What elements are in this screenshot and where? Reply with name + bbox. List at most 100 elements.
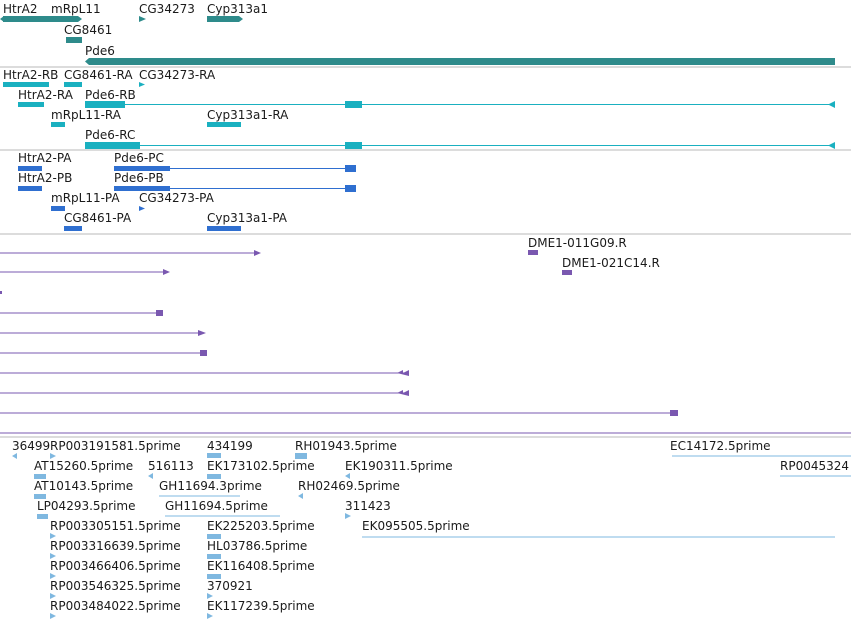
clone-end — [254, 250, 261, 256]
est-feature[interactable] — [50, 533, 56, 539]
clone-label-dme1-021c14: DME1-021C14.R — [562, 256, 660, 270]
est-feature[interactable] — [12, 453, 17, 459]
est-label: EK225203.5prime — [207, 519, 315, 533]
protein-label-htra2-pa: HtrA2-PA — [18, 151, 72, 165]
est-label: RP003305151.5prime — [50, 519, 181, 533]
rna-pde6-rc-end — [828, 142, 835, 149]
protein-track: HtrA2-PA Pde6-PC HtrA2-PB Pde6-PB mRpL11… — [18, 151, 356, 231]
est-feature[interactable] — [207, 613, 213, 619]
rna-label-cg8461-ra: CG8461-RA — [64, 68, 133, 82]
gene-cyp313a1-arrow — [239, 16, 243, 22]
protein-mrpl11-pa[interactable] — [51, 206, 65, 211]
protein-label-cyp313a1-pa: Cyp313a1-PA — [207, 211, 288, 225]
gene-label-cg34273: CG34273 — [139, 2, 195, 16]
est-label: HL03786.5prime — [207, 539, 307, 553]
rna-pde6-rc[interactable] — [85, 142, 140, 149]
est-feature[interactable] — [50, 613, 56, 619]
gene-pde6[interactable] — [89, 58, 835, 65]
rna-mrpl11-ra[interactable] — [51, 122, 65, 127]
gene-label-htra2: HtrA2 — [3, 2, 38, 16]
est-label: 311423 — [345, 499, 391, 513]
protein-pde6-pc[interactable] — [114, 166, 170, 171]
est-feature[interactable] — [207, 474, 221, 479]
rna-pde6-rc-exon — [345, 142, 362, 149]
rna-label-cg34273-ra: CG34273-RA — [139, 68, 216, 82]
est-feature[interactable] — [345, 513, 351, 519]
est-label: EK116408.5prime — [207, 559, 315, 573]
est-feature[interactable] — [50, 553, 56, 559]
est-label: RH01943.5prime — [295, 439, 397, 453]
est-feature[interactable] — [345, 473, 350, 479]
est-feature[interactable] — [207, 453, 221, 458]
protein-label-htra2-pb: HtrA2-PB — [18, 171, 72, 185]
est-feature[interactable] — [37, 514, 48, 519]
gene-cg34273[interactable] — [139, 16, 146, 22]
est-label: AT10143.5prime — [34, 479, 133, 493]
clone-end — [163, 269, 170, 275]
protein-pde6-pb-exon — [345, 185, 356, 192]
rna-htra2-ra[interactable] — [18, 102, 44, 107]
rna-cg34273-ra[interactable] — [139, 82, 145, 87]
est-feature[interactable] — [207, 554, 221, 559]
protein-label-mrpl11-pa: mRpL11-PA — [51, 191, 120, 205]
gene-label-cg8461: CG8461 — [64, 23, 112, 37]
est-feature[interactable] — [298, 493, 303, 499]
clone-dme1-011g09[interactable] — [528, 250, 538, 255]
rna-cg8461-ra[interactable] — [64, 82, 82, 87]
est-feature[interactable] — [207, 534, 221, 539]
clone-end — [397, 370, 409, 376]
protein-pde6-pb[interactable] — [114, 186, 170, 191]
clone-end — [200, 350, 207, 356]
protein-cg8461-pa[interactable] — [64, 226, 82, 231]
est-label: 516113 — [148, 459, 194, 473]
est-feature[interactable] — [50, 573, 56, 579]
rna-pde6-rb[interactable] — [85, 101, 125, 108]
protein-label-cg34273-pa: CG34273-PA — [139, 191, 215, 205]
rna-cyp313a1-ra[interactable] — [207, 122, 241, 127]
protein-cg34273-pa[interactable] — [139, 206, 145, 211]
est-feature[interactable] — [207, 593, 213, 599]
est-label: 36499 — [12, 439, 50, 453]
est-feature[interactable] — [34, 474, 46, 479]
protein-htra2-pa[interactable] — [18, 166, 42, 171]
transcript-track: HtrA2-RB CG8461-RA CG34273-RA HtrA2-RA P… — [3, 68, 835, 149]
protein-cyp313a1-pa[interactable] — [207, 226, 241, 231]
est-feature[interactable] — [207, 574, 221, 579]
clone-end — [397, 390, 409, 396]
est-feature[interactable] — [50, 453, 56, 459]
est-label: RP003484022.5prime — [50, 599, 181, 613]
gene-htra2[interactable] — [3, 16, 63, 22]
gene-cg8461[interactable] — [66, 37, 82, 43]
est-label: RP003546325.5prime — [50, 579, 181, 593]
rna-htra2-rb[interactable] — [3, 82, 49, 87]
rna-label-mrpl11-ra: mRpL11-RA — [51, 108, 122, 122]
est-label: EK095505.5prime — [362, 519, 470, 533]
rna-pde6-rb-end — [828, 101, 835, 108]
gene-label-cyp313a1: Cyp313a1 — [207, 2, 268, 16]
est-feature[interactable] — [34, 494, 46, 499]
est-label: EK117239.5prime — [207, 599, 315, 613]
est-label: AT15260.5prime — [34, 459, 133, 473]
est-label: GH11694.3prime — [159, 479, 262, 493]
protein-htra2-pb[interactable] — [18, 186, 42, 191]
est-feature[interactable] — [295, 453, 307, 459]
est-label: 370921 — [207, 579, 253, 593]
est-feature[interactable] — [148, 473, 153, 479]
rna-label-htra2-ra: HtrA2-RA — [18, 88, 74, 102]
est-label: RP003191581.5prime — [50, 439, 181, 453]
est-track: 36499 RP003191581.5prime 434199 RH01943.… — [12, 439, 851, 619]
est-label: GH11694.5prime — [165, 499, 268, 513]
rna-label-pde6-rb: Pde6-RB — [85, 88, 136, 102]
gene-mrpl11[interactable] — [51, 16, 78, 22]
gene-htra2-arrow — [0, 16, 4, 22]
est-label: RP003316639.5prime — [50, 539, 181, 553]
clone-dme1-021c14[interactable] — [562, 270, 572, 275]
rna-label-htra2-rb: HtrA2-RB — [3, 68, 58, 82]
clone-feature[interactable] — [0, 291, 2, 294]
est-feature[interactable] — [50, 593, 56, 599]
gene-cyp313a1[interactable] — [207, 16, 239, 22]
protein-pde6-pc-exon — [345, 165, 356, 172]
est-label: 434199 — [207, 439, 253, 453]
